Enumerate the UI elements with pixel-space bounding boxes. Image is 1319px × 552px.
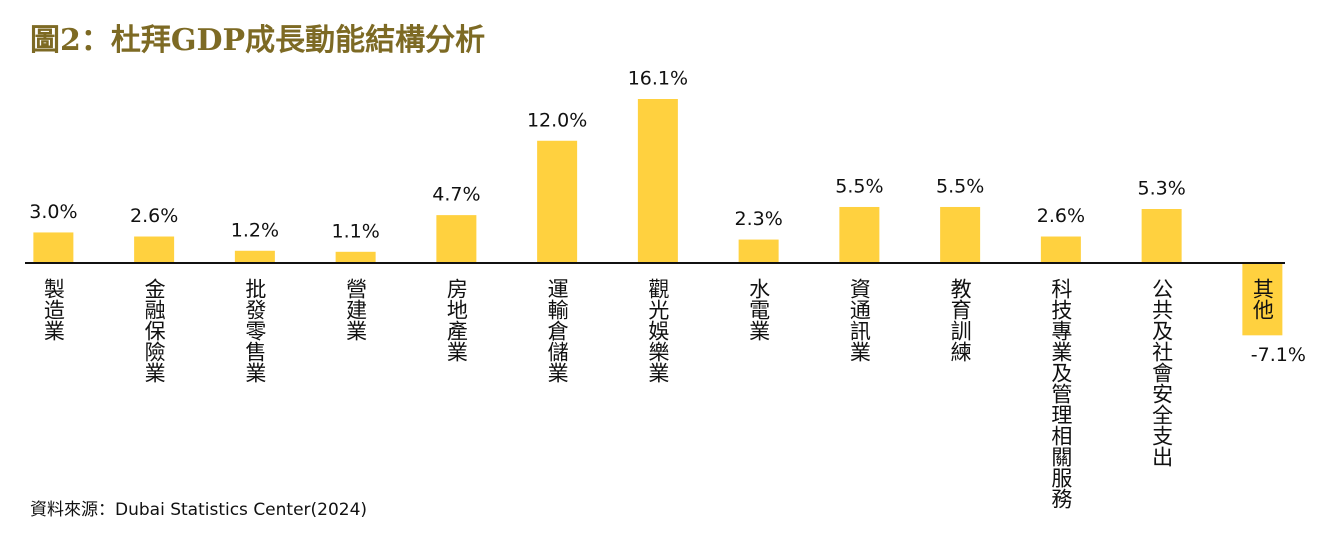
category-label: 運輸倉儲業 bbox=[545, 278, 569, 383]
value-label: 4.7% bbox=[432, 184, 480, 206]
category-label: 營建業 bbox=[344, 278, 368, 341]
value-label: -7.1% bbox=[1251, 344, 1306, 366]
bar bbox=[637, 99, 678, 263]
category-label: 教育訓練 bbox=[948, 278, 972, 362]
value-label: 1.2% bbox=[231, 219, 279, 241]
value-label: 5.5% bbox=[835, 175, 883, 197]
value-label: 1.1% bbox=[331, 220, 379, 242]
bar bbox=[940, 206, 981, 263]
bar bbox=[1242, 263, 1283, 336]
bar bbox=[33, 232, 74, 263]
bar bbox=[839, 206, 880, 263]
category-label: 水電業 bbox=[747, 278, 771, 341]
category-label: 公共及社會安全支出 bbox=[1150, 278, 1174, 467]
category-label: 製造業 bbox=[41, 278, 65, 341]
category-label: 觀光娛樂業 bbox=[646, 278, 670, 383]
value-label: 2.3% bbox=[734, 208, 782, 230]
bar bbox=[1141, 209, 1182, 263]
bar bbox=[134, 236, 175, 263]
category-label: 房地產業 bbox=[444, 278, 468, 362]
bar bbox=[436, 215, 477, 263]
category-label: 科技專業及管理相關服務 bbox=[1049, 278, 1073, 509]
value-label: 5.3% bbox=[1137, 178, 1185, 200]
bar bbox=[738, 239, 779, 263]
value-label: 12.0% bbox=[527, 109, 587, 131]
chart-title: 圖2：杜拜GDP成長動能結構分析 bbox=[30, 23, 485, 58]
source-note: 資料來源：Dubai Statistics Center(2024) bbox=[30, 500, 367, 520]
bar bbox=[335, 251, 376, 263]
value-label: 3.0% bbox=[29, 201, 77, 223]
category-label: 其他 bbox=[1250, 278, 1274, 320]
value-label: 16.1% bbox=[628, 68, 688, 90]
bar bbox=[537, 140, 578, 263]
category-label: 批發零售業 bbox=[243, 278, 267, 383]
category-label: 資通訊業 bbox=[847, 278, 871, 362]
category-label: 金融保險業 bbox=[142, 278, 166, 383]
bar bbox=[1040, 236, 1081, 263]
value-label: 2.6% bbox=[1037, 205, 1085, 227]
bar bbox=[234, 250, 275, 263]
value-label: 2.6% bbox=[130, 205, 178, 227]
value-label: 5.5% bbox=[936, 175, 984, 197]
